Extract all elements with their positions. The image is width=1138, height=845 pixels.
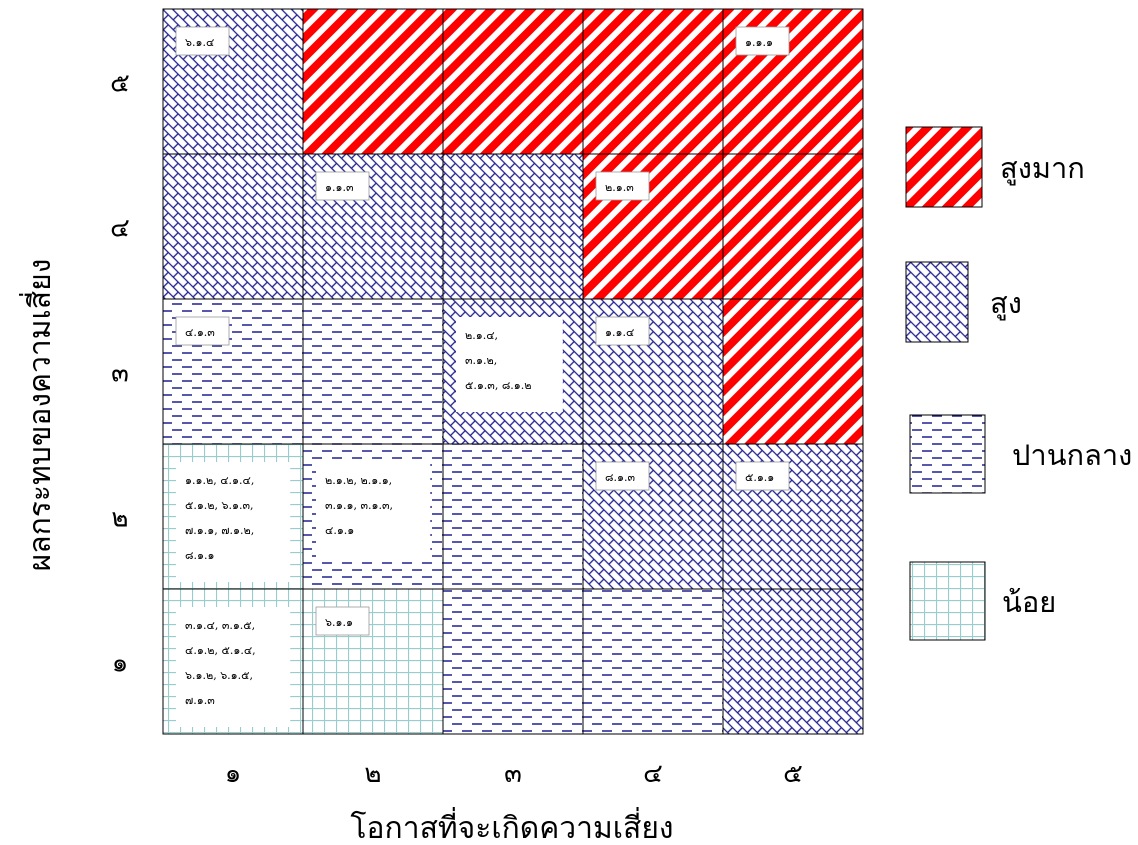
x-tick-label: ๑ <box>225 759 242 789</box>
x-axis-title: โอกาสที่จะเกิดความเสี่ยง <box>350 807 673 845</box>
matrix-cell-3-1 <box>442 588 584 735</box>
x-tick-label: ๔ <box>643 759 663 789</box>
matrix-cell-1-4 <box>162 153 304 300</box>
matrix-cell-5-3 <box>722 298 864 445</box>
x-tick-label: ๕ <box>783 759 803 789</box>
legend-swatch-low <box>909 561 986 641</box>
legend-label-very-high: สูงมาก <box>1000 151 1085 186</box>
cell-label-box <box>316 462 431 557</box>
cell-label-text: ๔.๑.๑ <box>325 524 354 537</box>
cell-label-box <box>595 171 650 201</box>
cell-label-text: ๖.๑.๑ <box>325 616 353 629</box>
cell-label-text: ๕.๑.๒, ๖.๑.๓, <box>185 499 254 512</box>
cell-label-text: ๗.๑.๑, ๗.๑.๒, <box>185 524 254 537</box>
cell-label-text: ๒.๑.๔, <box>465 329 498 342</box>
cell-label-text: ๑.๑.๒, ๔.๑.๔, <box>185 474 254 487</box>
cell-label-box <box>735 26 790 56</box>
cell-label-text: ๓.๑.๑, ๓.๑.๓, <box>325 499 393 512</box>
legend-label-medium: ปานกลาง <box>1012 438 1132 472</box>
cell-label-box <box>735 461 790 491</box>
legend-swatch-high <box>905 261 969 343</box>
matrix-cell-3-4 <box>442 153 584 300</box>
cell-label-text: ๘.๑.๓ <box>605 471 635 484</box>
cell-label-text: ๒.๑.๓ <box>605 181 634 194</box>
legend-swatch-medium <box>909 414 986 494</box>
cell-label-text: ๑.๑.๑ <box>745 36 773 49</box>
matrix-cell-3-2 <box>442 443 584 590</box>
y-tick-label: ๔ <box>110 214 130 244</box>
legend-label-low: น้อย <box>1002 585 1056 619</box>
matrix-cell-5-1 <box>722 588 864 735</box>
cell-label-box <box>456 317 563 412</box>
cell-label-text: ๔.๑.๒, ๕.๑.๔, <box>185 644 256 657</box>
matrix-cell-2-3 <box>302 298 444 445</box>
matrix-cell-3-5 <box>442 8 584 155</box>
cell-label-text: ๘.๑.๑ <box>185 549 214 562</box>
cell-label-box <box>315 171 370 201</box>
cell-label-box <box>176 462 291 582</box>
legend-swatch-very-high <box>905 126 983 208</box>
cell-label-box <box>175 316 230 346</box>
cell-label-text: ๓.๑.๒, <box>465 354 497 367</box>
cell-label-text: ๕.๑.๓, ๘.๑.๒ <box>465 379 532 392</box>
y-tick-label: ๕ <box>110 69 130 99</box>
cell-label-text: ๓.๑.๔, ๓.๑.๕, <box>185 619 255 632</box>
matrix-cell-2-5 <box>302 8 444 155</box>
y-axis-title: ผลกระทบของความเสี่ยง <box>19 259 58 572</box>
cell-label-text: ๖.๑.๒, ๖.๑.๕, <box>185 669 253 682</box>
cell-label-box <box>175 26 230 56</box>
cell-label-text: ๖.๑.๔ <box>185 36 214 49</box>
cell-label-text: ๕.๑.๑ <box>745 471 774 484</box>
matrix-cell-4-1 <box>582 588 724 735</box>
cell-label-box <box>315 606 370 636</box>
cell-label-text: ๑.๑.๔ <box>605 326 634 339</box>
cell-label-text: ๗.๑.๓ <box>185 694 215 707</box>
y-tick-label: ๒ <box>111 504 128 534</box>
y-tick-label: ๓ <box>111 359 129 389</box>
cell-label-box <box>595 316 650 346</box>
x-tick-label: ๒ <box>364 759 381 789</box>
x-tick-label: ๓ <box>504 759 522 789</box>
matrix-cell-5-4 <box>722 153 864 300</box>
y-tick-label: ๑ <box>112 649 129 679</box>
cell-label-text: ๑.๑.๓ <box>325 181 353 194</box>
matrix-cell-4-5 <box>582 8 724 155</box>
cell-label-box <box>176 607 291 727</box>
legend-label-high: สูง <box>990 286 1022 321</box>
cell-label-text: ๒.๑.๒, ๒.๑.๑, <box>325 474 392 487</box>
cell-label-text: ๔.๑.๓ <box>185 326 215 339</box>
cell-label-box <box>595 461 650 491</box>
